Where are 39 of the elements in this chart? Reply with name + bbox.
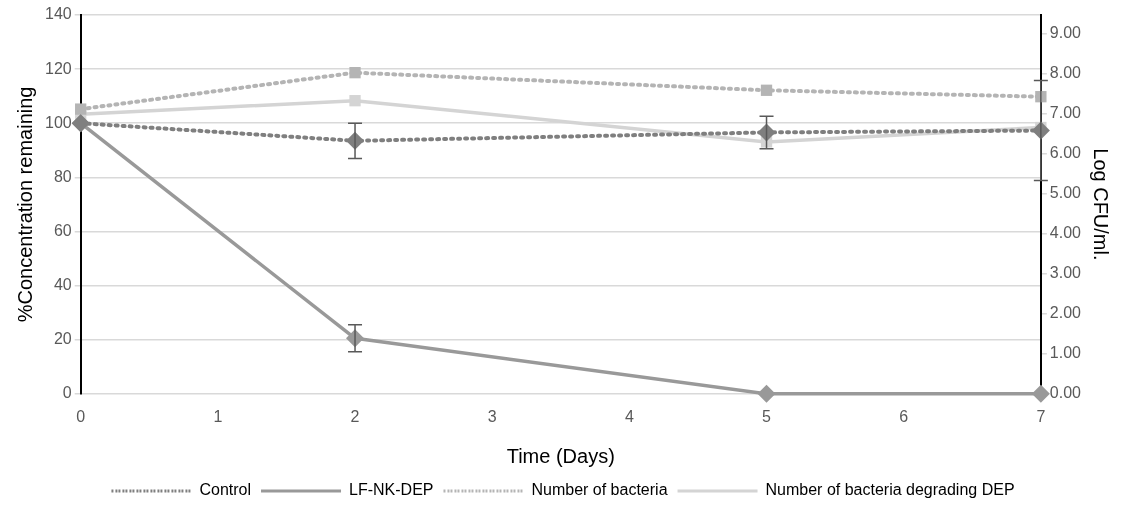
point <box>757 384 776 403</box>
x-tick-label: 0 <box>76 407 86 425</box>
y-tick-label: 80 <box>53 167 72 185</box>
point <box>349 67 361 79</box>
x-tick-label: 3 <box>487 407 497 425</box>
x-tick-label: 7 <box>1036 407 1046 425</box>
x-axis-title: Time (Days) <box>506 444 615 467</box>
x-tick-label: 6 <box>899 407 909 425</box>
y2-tick-label: 2.00 <box>1049 304 1082 322</box>
y-tick-label: 40 <box>53 275 72 293</box>
y2-tick-label: 9.00 <box>1049 23 1082 41</box>
y2-axis-title: Log CFU/ml. <box>1090 148 1113 261</box>
x-tick-label: 2 <box>350 407 360 425</box>
y2-tick-label: 5.00 <box>1049 183 1082 201</box>
y2-tick-label: 8.00 <box>1049 63 1082 81</box>
legend-label: Control <box>199 481 252 499</box>
legend-label: Number of bacteria degrading DEP <box>765 481 1015 499</box>
x-tick-label: 5 <box>762 407 772 425</box>
legend-label: Number of bacteria <box>531 481 668 499</box>
legend-label: LF-NK-DEP <box>349 481 434 499</box>
x-tick-label: 1 <box>213 407 223 425</box>
point <box>1031 384 1050 403</box>
point <box>75 103 87 115</box>
x-tick-label: 4 <box>624 407 634 425</box>
point <box>760 84 773 96</box>
y2-tick-label: 0.00 <box>1049 384 1082 402</box>
y-tick-label: 120 <box>44 59 72 77</box>
y-tick-label: 100 <box>44 113 72 131</box>
y-tick-label: 0 <box>62 384 72 402</box>
y-tick-label: 60 <box>53 221 72 239</box>
y2-tick-label: 4.00 <box>1049 224 1082 242</box>
y2-tick-label: 3.00 <box>1049 264 1082 282</box>
y2-tick-label: 7.00 <box>1049 103 1082 121</box>
y-tick-label: 140 <box>44 5 72 23</box>
y-tick-label: 20 <box>53 330 72 348</box>
y2-tick-label: 1.00 <box>1049 344 1082 362</box>
y-axis-title: %Concentration remaining <box>13 86 36 323</box>
y2-tick-label: 6.00 <box>1049 143 1082 161</box>
point <box>349 95 361 107</box>
